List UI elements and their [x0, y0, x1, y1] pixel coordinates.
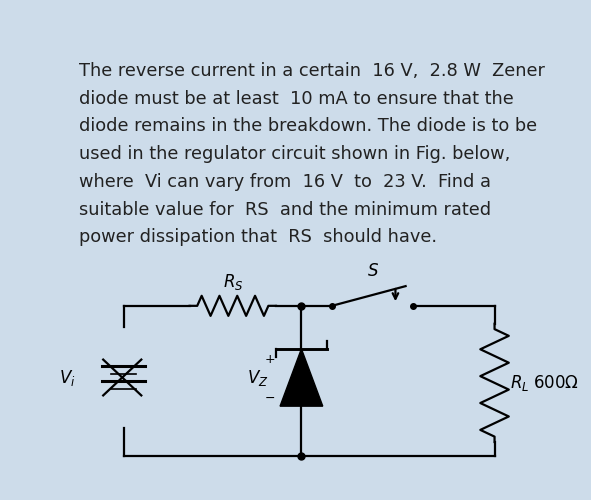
Text: The reverse current in a certain  16 V,  2.8 W  Zener: The reverse current in a certain 16 V, 2… [79, 62, 545, 80]
Text: diode must be at least  10 mA to ensure that the: diode must be at least 10 mA to ensure t… [79, 90, 514, 108]
Text: where  Vi can vary from  16 V  to  23 V.  Find a: where Vi can vary from 16 V to 23 V. Fin… [79, 173, 491, 191]
Text: $-$: $-$ [264, 390, 275, 404]
Polygon shape [280, 349, 323, 406]
Text: $600\Omega$: $600\Omega$ [532, 374, 579, 392]
Text: $V_i$: $V_i$ [59, 368, 75, 388]
Text: used in the regulator circuit shown in Fig. below,: used in the regulator circuit shown in F… [79, 145, 511, 163]
Text: $V_Z$: $V_Z$ [248, 368, 269, 388]
Text: power dissipation that  RS  should have.: power dissipation that RS should have. [79, 228, 437, 246]
Text: $R_S$: $R_S$ [222, 272, 243, 292]
Text: $R_L$: $R_L$ [510, 373, 529, 393]
Text: suitable value for  RS  and the minimum rated: suitable value for RS and the minimum ra… [79, 200, 492, 218]
Text: $S$: $S$ [366, 262, 379, 280]
Text: $+$: $+$ [264, 353, 275, 366]
Text: diode remains in the breakdown. The diode is to be: diode remains in the breakdown. The diod… [79, 118, 537, 136]
